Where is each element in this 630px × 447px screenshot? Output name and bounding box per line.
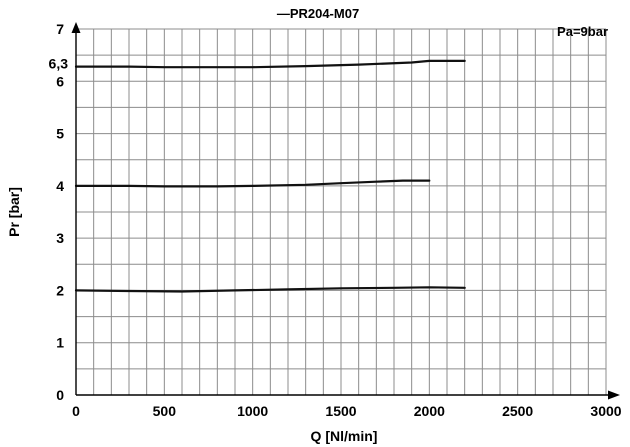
x-axis-arrow: [608, 390, 620, 400]
y-tick-label: 5: [56, 126, 64, 142]
x-tick-label: 1500: [325, 403, 356, 419]
y-tick-label: 2: [56, 282, 64, 298]
series-line-2: [74, 179, 431, 188]
series-line-1: [74, 59, 466, 69]
y-axis-arrow: [71, 22, 81, 33]
x-tick-label: 0: [72, 403, 80, 419]
x-tick-label: 500: [153, 403, 177, 419]
x-tick-label: 2500: [502, 403, 533, 419]
y-tick-label: 1: [56, 335, 64, 351]
x-tick-label: 3000: [590, 403, 621, 419]
axes: [71, 22, 620, 400]
series-layer: [74, 59, 466, 293]
y-tick-label: 7: [56, 21, 64, 37]
y-tick-label: 6: [56, 73, 64, 89]
y-axis-label: Pr [bar]: [6, 187, 22, 237]
x-tick-label: 1000: [237, 403, 268, 419]
pressure-annotation: Pa=9bar: [557, 24, 608, 39]
x-tick-label: 2000: [414, 403, 445, 419]
y-tick-label: 0: [56, 387, 64, 403]
y-tick-label-setpoint: 6,3: [49, 56, 69, 72]
series-line-3: [74, 286, 466, 293]
chart-title: —PR204-M07: [277, 6, 359, 21]
y-tick-label: 4: [56, 178, 64, 194]
y-tick-label: 3: [56, 230, 64, 246]
grid: [76, 28, 607, 395]
tick-labels: 0 500 1000 1500 2000 2500 3000 0 1 2 3 4 5 6 7 6,3: [49, 21, 622, 419]
x-axis-label: Q [Nl/min]: [311, 428, 378, 444]
